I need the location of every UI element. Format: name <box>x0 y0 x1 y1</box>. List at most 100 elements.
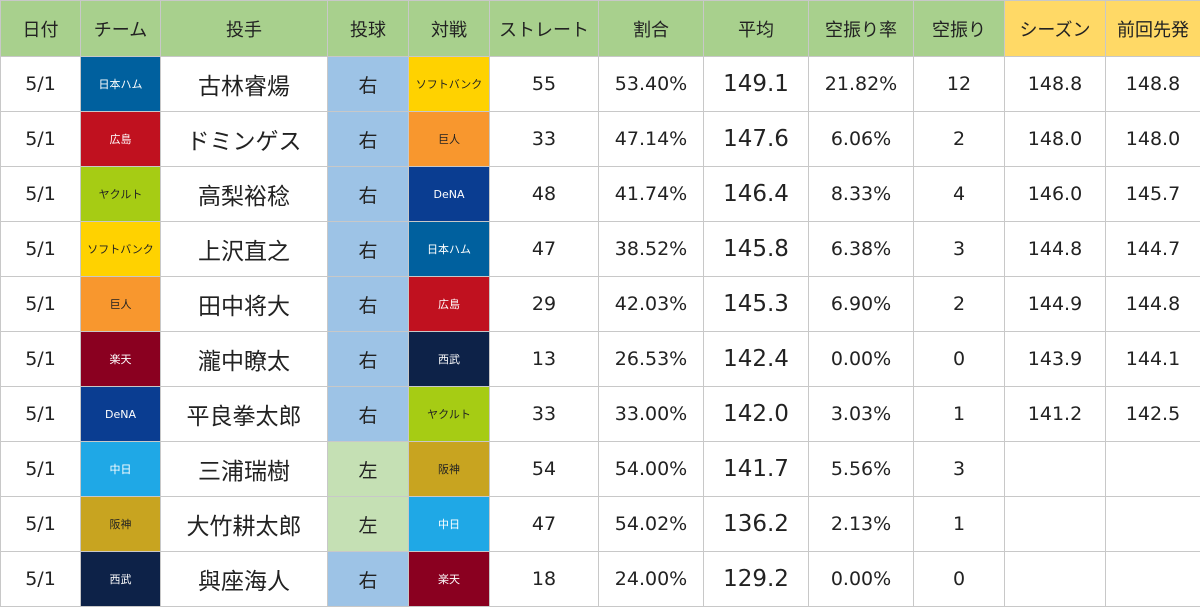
table-row: 5/1 中日 三浦瑞樹左阪神 54 54.00% 141.7 5.56% 3 <box>0 441 1200 497</box>
opponent-badge: ヤクルト <box>408 386 490 442</box>
opponent-badge: 阪神 <box>408 441 490 497</box>
whiff-rate: 0.00% <box>808 331 914 387</box>
throwing-hand: 右 <box>327 551 409 607</box>
date-cell: 5/1 <box>0 441 81 497</box>
straight-count: 47 <box>489 496 599 552</box>
opponent-badge: 西武 <box>408 331 490 387</box>
team-badge: 日本ハム <box>80 56 161 112</box>
date-cell: 5/1 <box>0 276 81 332</box>
team-badge: 楽天 <box>80 331 161 387</box>
table-row: 5/1 DeNA 平良拳太郎右ヤクルト 33 33.00% 142.0 3.03% 1 141.… <box>0 386 1200 442</box>
table-row: 5/1 阪神 大竹耕太郎左中日 47 54.02% 136.2 2.13% 1 <box>0 496 1200 552</box>
opponent-badge: 広島 <box>408 276 490 332</box>
date-cell: 5/1 <box>0 551 81 607</box>
season-average: 146.0 <box>1004 166 1106 222</box>
team-badge: 巨人 <box>80 276 161 332</box>
previous-start-average: 144.7 <box>1105 221 1200 277</box>
average-speed: 145.3 <box>703 276 809 332</box>
whiff-count: 2 <box>913 276 1005 332</box>
header-throwing-hand: 投球 <box>327 0 409 57</box>
header-previous-start: 前回先発 <box>1105 0 1200 57</box>
straight-count: 48 <box>489 166 599 222</box>
throwing-hand: 左 <box>327 496 409 552</box>
straight-ratio: 54.00% <box>598 441 704 497</box>
whiff-rate: 21.82% <box>808 56 914 112</box>
team-badge: DeNA <box>80 386 161 442</box>
average-speed: 136.2 <box>703 496 809 552</box>
straight-ratio: 53.40% <box>598 56 704 112</box>
header-season: シーズン <box>1004 0 1106 57</box>
whiff-count: 3 <box>913 441 1005 497</box>
straight-count: 33 <box>489 111 599 167</box>
table-row: 5/1 ヤクルト 高梨裕稔右 DeNA 48 41.74% 146.4 8.33% 4 146.0… <box>0 166 1200 222</box>
date-cell: 5/1 <box>0 111 81 167</box>
whiff-count: 0 <box>913 331 1005 387</box>
header-date: 日付 <box>0 0 81 57</box>
whiff-count: 4 <box>913 166 1005 222</box>
pitcher-name: 與座海人 <box>160 551 328 607</box>
straight-ratio: 33.00% <box>598 386 704 442</box>
pitcher-name: 上沢直之 <box>160 221 328 277</box>
opponent-badge: 巨人 <box>408 111 490 167</box>
throwing-hand: 右 <box>327 111 409 167</box>
pitcher-name: 古林睿煬 <box>160 56 328 112</box>
whiff-count: 3 <box>913 221 1005 277</box>
whiff-rate: 3.03% <box>808 386 914 442</box>
table-body: 5/1 日本ハム 古林睿煬右ソフトバンク 55 53.40% 149.1 21.82% 12 1… <box>0 56 1200 607</box>
average-speed: 149.1 <box>703 56 809 112</box>
throwing-hand: 右 <box>327 56 409 112</box>
table-row: 5/1 楽天 瀧中瞭太右西武 13 26.53% 142.4 0.00% 0 143.9 144.… <box>0 331 1200 387</box>
average-speed: 142.0 <box>703 386 809 442</box>
throwing-hand: 右 <box>327 331 409 387</box>
straight-ratio: 47.14% <box>598 111 704 167</box>
previous-start-average: 144.1 <box>1105 331 1200 387</box>
whiff-rate: 2.13% <box>808 496 914 552</box>
header-team: チーム <box>80 0 161 57</box>
season-average: 144.8 <box>1004 221 1106 277</box>
straight-ratio: 42.03% <box>598 276 704 332</box>
season-average: 148.0 <box>1004 111 1106 167</box>
whiff-rate: 0.00% <box>808 551 914 607</box>
team-badge: 中日 <box>80 441 161 497</box>
opponent-badge: 日本ハム <box>408 221 490 277</box>
previous-start-average: 142.5 <box>1105 386 1200 442</box>
previous-start-average <box>1105 441 1200 497</box>
whiff-rate: 6.06% <box>808 111 914 167</box>
team-badge: ヤクルト <box>80 166 161 222</box>
date-cell: 5/1 <box>0 56 81 112</box>
whiff-rate: 8.33% <box>808 166 914 222</box>
straight-ratio: 54.02% <box>598 496 704 552</box>
straight-count: 47 <box>489 221 599 277</box>
date-cell: 5/1 <box>0 386 81 442</box>
date-cell: 5/1 <box>0 496 81 552</box>
average-speed: 129.2 <box>703 551 809 607</box>
throwing-hand: 右 <box>327 386 409 442</box>
pitcher-name: ドミンゲス <box>160 111 328 167</box>
season-average: 144.9 <box>1004 276 1106 332</box>
season-average <box>1004 441 1106 497</box>
average-speed: 145.8 <box>703 221 809 277</box>
average-speed: 147.6 <box>703 111 809 167</box>
average-speed: 141.7 <box>703 441 809 497</box>
pitcher-name: 平良拳太郎 <box>160 386 328 442</box>
season-average <box>1004 496 1106 552</box>
whiff-count: 2 <box>913 111 1005 167</box>
team-badge: 西武 <box>80 551 161 607</box>
table-row: 5/1 西武 與座海人右楽天 18 24.00% 129.2 0.00% 0 <box>0 551 1200 607</box>
previous-start-average: 148.8 <box>1105 56 1200 112</box>
header-straight: ストレート <box>489 0 599 57</box>
whiff-rate: 6.90% <box>808 276 914 332</box>
pitcher-name: 田中将大 <box>160 276 328 332</box>
team-badge: 広島 <box>80 111 161 167</box>
date-cell: 5/1 <box>0 221 81 277</box>
date-cell: 5/1 <box>0 166 81 222</box>
table-row: 5/1 広島 ドミンゲス右巨人 33 47.14% 147.6 6.06% 2 148.0 148… <box>0 111 1200 167</box>
table-row: 5/1 巨人 田中将大右広島 29 42.03% 145.3 6.90% 2 144.9 144.… <box>0 276 1200 332</box>
whiff-count: 1 <box>913 496 1005 552</box>
throwing-hand: 左 <box>327 441 409 497</box>
team-badge: ソフトバンク <box>80 221 161 277</box>
table-row: 5/1 ソフトバンク 上沢直之右日本ハム 47 38.52% 145.8 6.38% 3 144… <box>0 221 1200 277</box>
table-row: 5/1 日本ハム 古林睿煬右ソフトバンク 55 53.40% 149.1 21.82% 12 1… <box>0 56 1200 112</box>
pitcher-name: 瀧中瞭太 <box>160 331 328 387</box>
